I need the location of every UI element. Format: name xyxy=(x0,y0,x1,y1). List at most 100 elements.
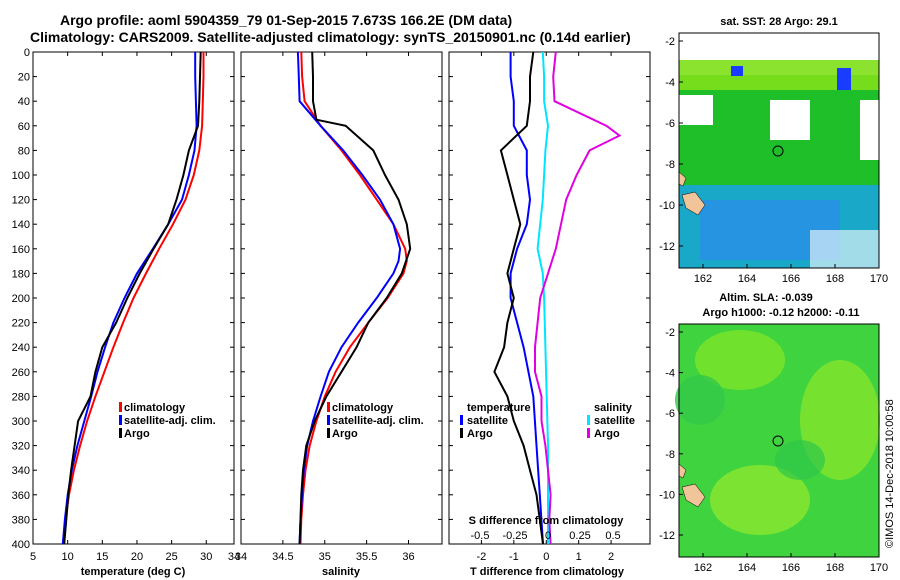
s-tick-label: -0.25 xyxy=(502,530,527,542)
title-line-2: Climatology: CARS2009. Satellite-adjuste… xyxy=(30,29,631,45)
diff-legend-swatch-t-argo xyxy=(460,428,463,438)
y-tick-label: 340 xyxy=(12,465,30,477)
map-y-tick-label: -12 xyxy=(659,530,675,542)
diff-legend-swatch-s-argo xyxy=(587,428,590,438)
y-tick-label: 0 xyxy=(24,47,30,59)
x-tick-label: 5 xyxy=(30,551,36,563)
y-tick-label: 140 xyxy=(12,219,30,231)
s-tick-label: 0.5 xyxy=(605,530,620,542)
y-tick-label: 280 xyxy=(12,391,30,403)
sal-legend-swatch-climatology xyxy=(327,402,330,412)
y-tick-label: 320 xyxy=(12,441,30,453)
x-tick-label: 30 xyxy=(200,551,212,563)
map-y-tick-label: -10 xyxy=(659,200,675,212)
diff-legend-swatch-s-satellite xyxy=(587,415,590,425)
map-y-tick-label: -4 xyxy=(665,77,675,89)
x-tick-label: 10 xyxy=(62,551,74,563)
sst-cold-patch xyxy=(731,66,743,76)
y-tick-label: 220 xyxy=(12,318,30,330)
sla-anomaly-patch xyxy=(695,330,785,390)
map-y-tick-label: -8 xyxy=(665,449,675,461)
map-y-tick-label: -2 xyxy=(665,36,675,48)
y-tick-label: 160 xyxy=(12,244,30,256)
sla-anomaly-patch xyxy=(775,440,825,480)
argo-location-marker xyxy=(772,145,784,157)
series-line-t-satellite xyxy=(509,52,544,545)
legend-label-satellite: satellite-adj. clim. xyxy=(124,415,216,427)
series-line-argo xyxy=(298,51,412,545)
map-y-tick-label: -6 xyxy=(665,118,675,130)
x-tick-label: 15 xyxy=(96,551,108,563)
y-tick-label: 180 xyxy=(12,268,30,280)
legend-swatch-satellite xyxy=(119,415,122,425)
island-shape xyxy=(681,483,706,508)
sst-map-title: sat. SST: 28 Argo: 29.1 xyxy=(720,16,838,28)
island-shape xyxy=(681,191,706,216)
legend-title-salinity: salinity xyxy=(594,402,633,414)
x-tick-label: 1 xyxy=(576,551,582,563)
diff-legend-label-s-argo: Argo xyxy=(594,428,620,440)
s-tick-label: 0 xyxy=(545,530,551,542)
title-line-1: Argo profile: aoml 5904359_79 01-Sep-201… xyxy=(60,12,512,28)
s-difference-ticks: -0.5 -0.25 0 0.25 0.5 xyxy=(471,530,621,542)
sst-map: sat. SST: 28 Argo: 29.1 -2 -4 -6 -8 -10 -12 16… xyxy=(659,16,888,285)
map-x-tick-label: 170 xyxy=(870,273,888,285)
salinity-legend: climatology satellite-adj. clim. Argo xyxy=(327,402,424,440)
y-tick-label: 80 xyxy=(18,145,30,157)
sal-legend-swatch-satellite xyxy=(327,415,330,425)
diff-legend-label-t-satellite: satellite xyxy=(467,415,508,427)
map-x-tick-label: 162 xyxy=(694,562,712,574)
difference-xlabel: T difference from climatology xyxy=(470,566,625,578)
sst-cloud-gap xyxy=(810,230,879,268)
series-line-argo xyxy=(63,51,202,545)
y-tick-label: 120 xyxy=(12,195,30,207)
temperature-xlabel: temperature (deg C) xyxy=(81,566,186,578)
y-tick-label: 300 xyxy=(12,416,30,428)
sal-legend-label-satellite: satellite-adj. clim. xyxy=(332,415,424,427)
map-y-tick-label: -4 xyxy=(665,368,675,380)
sst-cold-patch xyxy=(837,68,851,90)
y-tick-label: 60 xyxy=(18,121,30,133)
legend-swatch-argo xyxy=(119,428,122,438)
x-tick-label: 25 xyxy=(165,551,177,563)
imos-stamp: ©IMOS 14-Dec-2018 10:00:58 xyxy=(884,399,896,548)
s-tick-label: 0.25 xyxy=(569,530,590,542)
sst-cloud-gap xyxy=(860,100,879,160)
map-x-tick-label: 166 xyxy=(782,273,800,285)
map-x-tick-label: 164 xyxy=(738,273,756,285)
diff-legend-swatch-t-satellite xyxy=(460,415,463,425)
x-tick-label: 20 xyxy=(131,551,143,563)
sst-cloud-gap xyxy=(770,100,810,140)
map-x-tick-label: 168 xyxy=(826,562,844,574)
x-tick-label: -2 xyxy=(477,551,487,563)
x-tick-label: 34.5 xyxy=(272,551,293,563)
y-tick-label: 400 xyxy=(12,539,30,551)
series-line-climatology xyxy=(61,52,205,545)
legend-swatch-climatology xyxy=(119,402,122,412)
x-tick-label: 36 xyxy=(402,551,414,563)
y-tick-label: 240 xyxy=(12,342,30,354)
sla-map-title-2: Argo h1000: -0.12 h2000: -0.11 xyxy=(702,307,859,319)
legend-label-argo: Argo xyxy=(124,428,150,440)
sst-map-frame xyxy=(678,32,880,269)
map-x-tick-label: 168 xyxy=(826,273,844,285)
sst-cloud-gap xyxy=(679,95,713,125)
map-y-tick-label: -8 xyxy=(665,159,675,171)
x-tick-label: 0 xyxy=(543,551,549,563)
series-line-s-argo xyxy=(534,51,622,545)
sla-map-title-1: Altim. SLA: -0.039 xyxy=(719,292,813,304)
legend-label-climatology: climatology xyxy=(124,402,186,414)
y-tick-label: 20 xyxy=(18,72,30,84)
temperature-panel: 0 20 40 60 80 100 120 140 160 180 200 220 240 260 280 3… xyxy=(12,47,240,578)
x-tick-label: 35.5 xyxy=(356,551,377,563)
temperature-legend: climatology satellite-adj. clim. Argo xyxy=(119,402,216,440)
argo-location-marker xyxy=(772,435,784,447)
sla-map: Altim. SLA: -0.039 Argo h1000: -0.12 h20… xyxy=(659,292,888,574)
y-tick-label: 380 xyxy=(12,514,30,526)
y-tick-label: 200 xyxy=(12,293,30,305)
x-tick-label: 34 xyxy=(228,551,240,563)
y-tick-label: 40 xyxy=(18,96,30,108)
salinity-xlabel: salinity xyxy=(322,566,361,578)
sla-map-frame xyxy=(678,323,880,558)
